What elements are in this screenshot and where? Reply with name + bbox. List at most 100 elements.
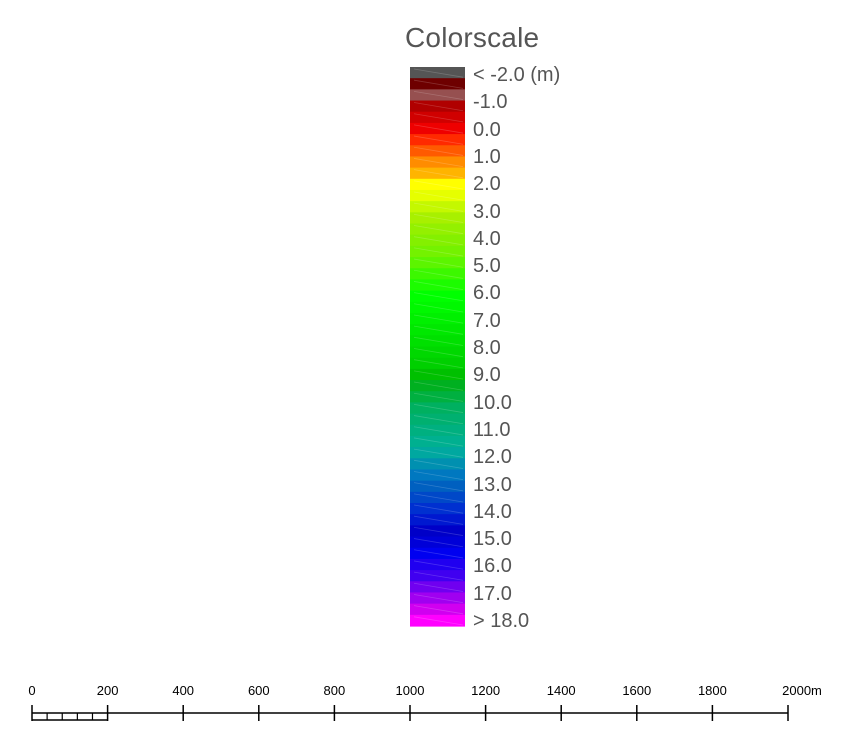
legend-hatch <box>413 258 464 268</box>
legend-swatch <box>410 424 465 437</box>
legend-hatch <box>413 459 464 469</box>
legend-swatch <box>410 570 465 582</box>
legend-hatch <box>413 493 464 503</box>
legend-hatch <box>413 213 464 223</box>
legend-label: 0.0 <box>473 118 501 141</box>
legend-label: 8.0 <box>473 337 501 359</box>
legend-label: 3.0 <box>473 200 501 223</box>
legend-label: 2.0 <box>473 173 501 196</box>
legend-swatch <box>410 212 465 225</box>
legend-swatch <box>410 245 465 258</box>
legend-hatch <box>413 247 464 257</box>
legend-swatch <box>410 447 465 459</box>
legend-swatch <box>410 603 465 616</box>
legend-hatch <box>413 281 464 290</box>
legend-swatch <box>410 201 465 213</box>
legend-hatch <box>413 180 464 190</box>
legend-hatch <box>413 236 464 246</box>
scale-bar-label: 1400 <box>547 683 576 698</box>
legend-hatch <box>413 336 464 346</box>
legend-label: 4.0 <box>473 227 501 250</box>
legend-hatch <box>413 146 464 156</box>
legend-hatch <box>413 113 464 123</box>
legend-hatch <box>413 135 464 145</box>
legend-hatch <box>413 538 464 548</box>
scale-bar-label: 1800 <box>698 683 727 698</box>
legend-swatch <box>410 503 465 515</box>
legend-swatch <box>410 525 465 538</box>
legend-hatch <box>413 102 464 112</box>
legend-swatch <box>410 100 465 113</box>
legend-label: 12.0 <box>473 446 512 469</box>
legend-swatch <box>410 335 465 348</box>
legend-hatch <box>413 415 464 425</box>
legend-swatch <box>410 312 465 325</box>
legend-hatch <box>413 594 464 604</box>
legend-label: > 18.0 <box>473 610 530 632</box>
legend-hatch <box>413 225 464 235</box>
legend-swatch <box>410 413 465 426</box>
legend-swatch <box>410 435 465 448</box>
legend-swatch <box>410 178 465 191</box>
legend-swatch <box>410 536 465 549</box>
legend-hatch <box>413 504 464 514</box>
legend-swatch <box>410 380 465 392</box>
legend-hatch <box>413 482 464 492</box>
scale-bar-label: 800 <box>324 683 346 698</box>
scale-bar-label: 1600 <box>622 683 651 698</box>
legend-label: 10.0 <box>473 391 512 414</box>
legend-swatch <box>410 480 465 493</box>
legend-hatch <box>413 314 464 324</box>
legend-label: 5.0 <box>473 255 501 278</box>
legend-label: 6.0 <box>473 282 501 305</box>
legend-hatch <box>413 560 464 570</box>
legend-swatch <box>410 78 465 90</box>
legend-hatch <box>413 381 464 391</box>
legend-label: 13.0 <box>473 473 512 496</box>
legend-hatch <box>413 79 464 89</box>
legend-swatch <box>410 111 465 124</box>
legend-hatch <box>413 526 464 536</box>
legend-swatch <box>410 458 465 471</box>
legend-swatch <box>410 167 465 180</box>
legend-label: 16.0 <box>473 555 512 578</box>
legend-swatch <box>410 122 465 135</box>
legend-hatch <box>413 370 464 380</box>
legend-hatch <box>413 90 464 100</box>
legend-hatch <box>413 348 464 358</box>
scale-bar-label: 0 <box>28 683 35 698</box>
legend-swatch <box>410 592 465 605</box>
legend-hatch <box>413 292 464 302</box>
legend-swatch <box>410 67 465 79</box>
legend-hatch <box>413 191 464 201</box>
legend-label: -1.0 <box>473 91 508 114</box>
scale-bar-label: 1000 <box>396 683 425 698</box>
legend-title: Colorscale <box>405 22 540 53</box>
legend-swatch <box>410 279 465 292</box>
legend-label: 14.0 <box>473 500 512 523</box>
legend-swatch <box>410 368 465 381</box>
legend-swatch <box>410 491 465 504</box>
legend-label: 11.0 <box>473 418 511 441</box>
scale-bar-label: 1200 <box>471 683 500 698</box>
scale-bar-label: 600 <box>248 683 270 698</box>
legend-hatch <box>413 169 464 179</box>
legend-swatch <box>410 134 465 146</box>
legend-swatch <box>410 301 465 314</box>
legend-hatch <box>413 549 464 559</box>
legend-swatch <box>410 234 465 247</box>
legend-swatch <box>410 391 465 403</box>
legend-label: 15.0 <box>473 528 512 551</box>
legend-label: 17.0 <box>473 582 512 605</box>
legend-swatch <box>410 257 465 269</box>
legend-label: 9.0 <box>473 364 501 387</box>
legend-hatch <box>413 392 464 402</box>
legend-hatch <box>413 404 464 413</box>
legend-hatch <box>413 303 464 313</box>
legend-swatch <box>410 402 465 415</box>
scale-bar-label: 2000m <box>782 683 822 698</box>
legend-hatch <box>413 269 464 279</box>
legend-hatch <box>413 68 464 78</box>
